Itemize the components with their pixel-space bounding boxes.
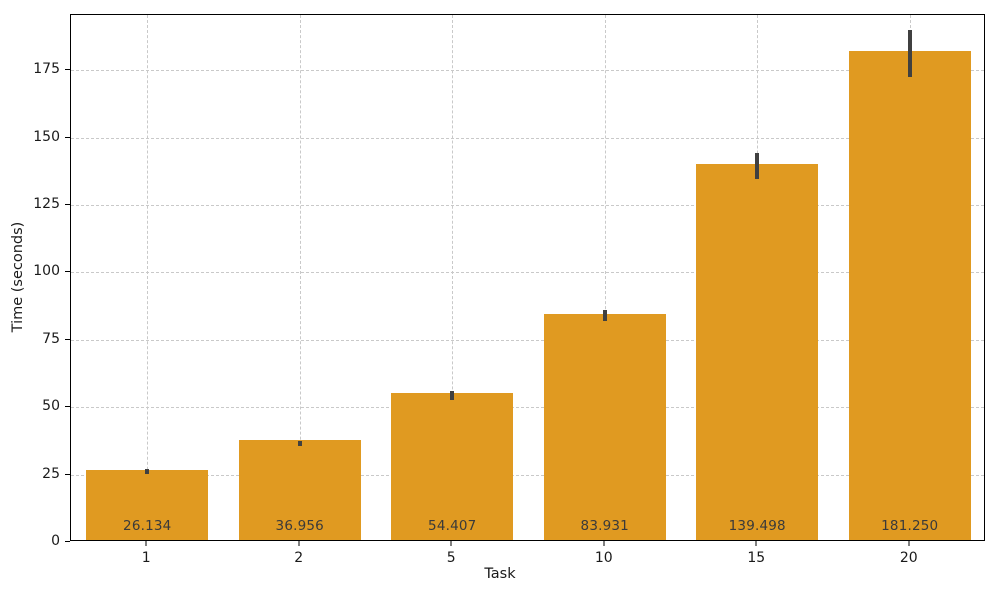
error-bar: [297, 440, 302, 447]
bar[interactable]: 26.134: [86, 469, 209, 540]
y-tick-mark: [65, 473, 70, 475]
x-axis-title: Task: [484, 566, 516, 582]
bar-value-label: 139.498: [728, 518, 786, 534]
gridline-horizontal: [71, 272, 984, 274]
y-tick-label: 75: [42, 330, 60, 347]
x-tick-label: 10: [594, 550, 613, 566]
bar-value-label: 83.931: [580, 518, 629, 534]
bar-value-label: 181.250: [881, 518, 939, 534]
bar-value-label: 36.956: [275, 518, 324, 534]
y-tick-label: 150: [33, 128, 60, 145]
y-axis-title-wrap: Time (seconds): [6, 0, 30, 600]
y-tick-label: 0: [51, 533, 60, 549]
y-tick-mark: [65, 541, 70, 542]
error-bar: [602, 309, 607, 322]
x-tick-label: 1: [141, 550, 151, 566]
x-tick-mark: [755, 541, 757, 546]
x-tick-label: 5: [446, 550, 456, 566]
y-tick-mark: [65, 204, 70, 206]
x-tick-label: 15: [747, 550, 766, 566]
error-bar: [755, 153, 760, 179]
gridline-horizontal: [71, 205, 984, 207]
x-tick-mark: [145, 541, 147, 546]
plot-inner: 26.134 36.956 54.407 83.931 139.498 181.250: [71, 15, 984, 540]
gridline-vertical: [147, 15, 149, 540]
y-tick-label: 100: [33, 263, 60, 280]
bar[interactable]: 36.956: [238, 440, 361, 540]
y-tick-mark: [65, 338, 70, 340]
gridline-vertical: [299, 15, 301, 540]
bar-value-label: 54.407: [428, 518, 477, 534]
gridline-horizontal: [71, 474, 984, 476]
x-tick-mark: [298, 541, 300, 546]
gridline-horizontal: [71, 339, 984, 341]
error-bar: [907, 29, 912, 77]
y-tick-mark: [65, 136, 70, 138]
bar[interactable]: 181.250: [848, 51, 971, 540]
bar[interactable]: 83.931: [543, 313, 666, 540]
gridline-horizontal: [71, 70, 984, 72]
gridline-vertical: [452, 15, 454, 540]
gridline-horizontal: [71, 137, 984, 139]
y-tick-label: 50: [42, 398, 60, 415]
bar-value-label: 26.134: [123, 518, 172, 534]
y-tick-label: 175: [33, 61, 60, 78]
error-bar: [450, 391, 455, 400]
gridline-vertical: [604, 15, 606, 540]
x-tick-mark: [603, 541, 605, 546]
x-tick-label: 20: [899, 550, 918, 566]
error-bar: [145, 469, 150, 474]
x-tick-mark: [908, 541, 910, 546]
bar[interactable]: 139.498: [696, 163, 819, 540]
x-tick-mark: [450, 541, 452, 546]
y-tick-label: 25: [42, 465, 60, 482]
y-tick-mark: [65, 69, 70, 71]
y-tick-label: 125: [33, 196, 60, 213]
bar[interactable]: 54.407: [391, 393, 514, 540]
plot-area: 26.134 36.956 54.407 83.931 139.498 181.250: [70, 14, 985, 541]
gridline-horizontal: [71, 407, 984, 409]
y-tick-mark: [65, 271, 70, 273]
x-tick-label: 2: [294, 550, 304, 566]
y-tick-mark: [65, 406, 70, 408]
